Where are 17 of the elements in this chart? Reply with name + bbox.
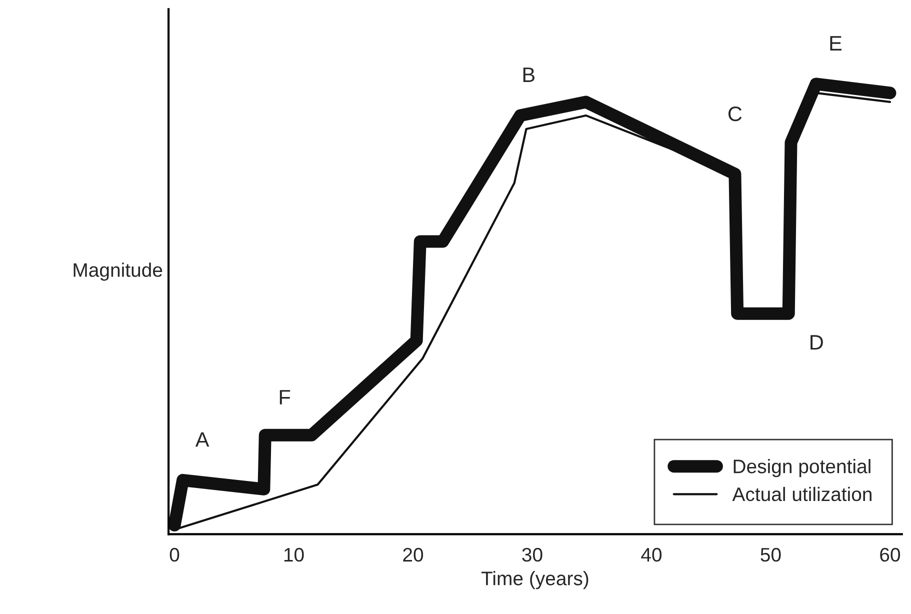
- y-axis-title: Magnitude: [74, 262, 162, 281]
- x-tick-label: 30: [522, 548, 542, 562]
- x-axis-title: Time (years): [481, 571, 588, 590]
- x-tick-label: 0: [170, 548, 180, 562]
- x-tick-label: 60: [880, 548, 900, 562]
- annotation: A: [195, 432, 210, 447]
- legend-label: Actual utilization: [732, 486, 872, 502]
- annotation: D: [810, 335, 823, 350]
- legend-label: Design potential: [734, 459, 870, 478]
- annotation: E: [830, 36, 842, 50]
- x-tick-label: 20: [403, 548, 424, 562]
- x-tick-label: 10: [284, 548, 304, 562]
- x-tick-label: 50: [760, 548, 781, 562]
- annotation: B: [523, 68, 534, 82]
- annotation: F: [280, 390, 290, 404]
- x-tick-label: 40: [641, 548, 662, 562]
- annotation: C: [728, 106, 742, 122]
